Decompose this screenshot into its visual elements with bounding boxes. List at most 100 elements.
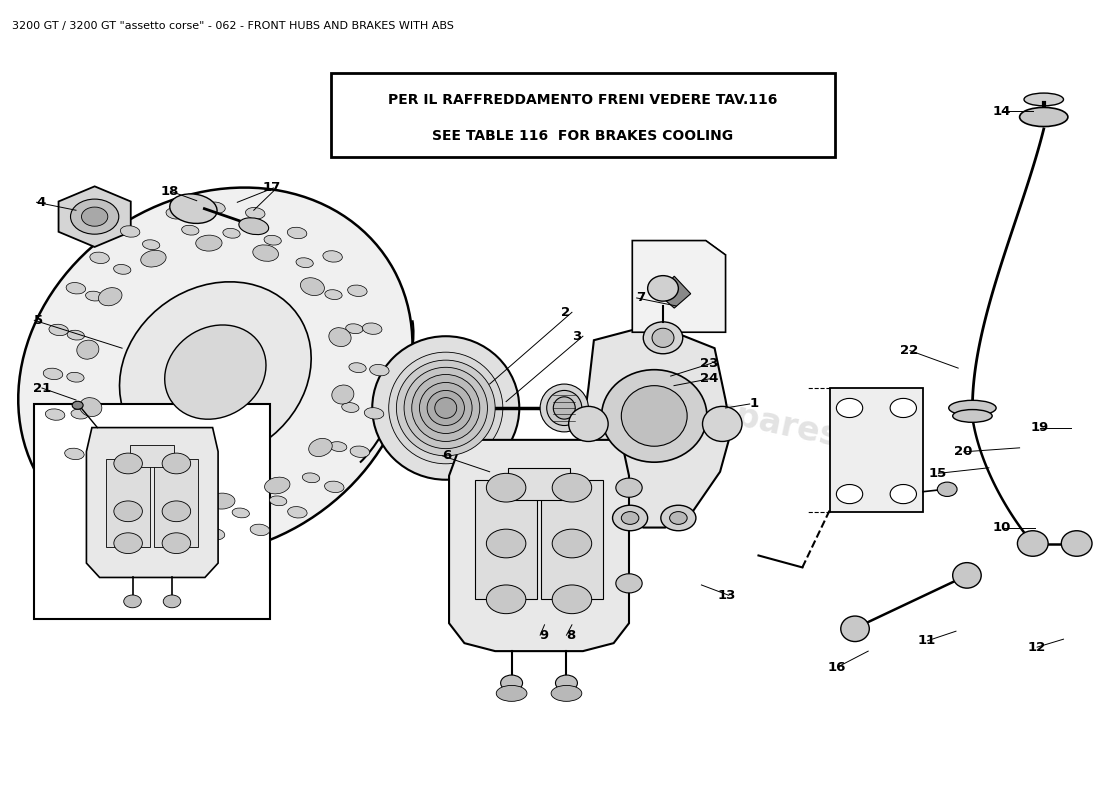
Circle shape — [486, 529, 526, 558]
Polygon shape — [58, 186, 131, 247]
Ellipse shape — [196, 235, 222, 251]
Text: 9: 9 — [540, 629, 549, 642]
Circle shape — [162, 453, 190, 474]
Ellipse shape — [349, 362, 366, 373]
Polygon shape — [658, 276, 691, 308]
Circle shape — [937, 482, 957, 497]
Ellipse shape — [99, 288, 122, 306]
Ellipse shape — [345, 324, 363, 334]
Bar — [541, 480, 603, 599]
Polygon shape — [87, 427, 218, 578]
Circle shape — [616, 478, 642, 498]
Text: 13: 13 — [718, 589, 736, 602]
Ellipse shape — [953, 410, 992, 422]
Circle shape — [70, 199, 119, 234]
Ellipse shape — [540, 384, 589, 432]
Ellipse shape — [65, 448, 84, 459]
Ellipse shape — [250, 524, 270, 535]
Text: 3: 3 — [572, 330, 581, 342]
Circle shape — [162, 533, 190, 554]
Ellipse shape — [621, 386, 688, 446]
Ellipse shape — [152, 483, 178, 499]
Circle shape — [621, 512, 639, 524]
Text: 7: 7 — [636, 291, 646, 305]
Circle shape — [163, 595, 180, 608]
Ellipse shape — [79, 398, 102, 417]
Circle shape — [552, 585, 592, 614]
Ellipse shape — [840, 616, 869, 642]
Bar — [475, 480, 537, 599]
Ellipse shape — [602, 370, 707, 462]
Ellipse shape — [300, 278, 324, 295]
Text: 10: 10 — [992, 521, 1011, 534]
Ellipse shape — [161, 525, 180, 536]
Text: 4: 4 — [36, 196, 45, 209]
Ellipse shape — [43, 368, 63, 379]
Ellipse shape — [287, 227, 307, 238]
Ellipse shape — [363, 323, 382, 334]
Ellipse shape — [404, 367, 487, 449]
Circle shape — [114, 533, 142, 554]
Ellipse shape — [496, 686, 527, 702]
Circle shape — [670, 512, 688, 524]
Ellipse shape — [547, 390, 582, 426]
Circle shape — [486, 474, 526, 502]
Ellipse shape — [245, 207, 265, 219]
Circle shape — [890, 485, 916, 504]
Ellipse shape — [45, 409, 65, 420]
Ellipse shape — [189, 506, 206, 516]
Ellipse shape — [644, 322, 683, 354]
Text: 16: 16 — [828, 661, 846, 674]
Circle shape — [616, 574, 642, 593]
Ellipse shape — [19, 187, 412, 557]
Ellipse shape — [551, 686, 582, 702]
Ellipse shape — [948, 400, 997, 416]
Ellipse shape — [411, 374, 480, 442]
Ellipse shape — [332, 385, 354, 404]
Text: 15: 15 — [928, 467, 947, 480]
Ellipse shape — [90, 252, 109, 263]
Bar — [107, 459, 150, 547]
Text: 3200 GT / 3200 GT "assetto corse" - 062 - FRONT HUBS AND BRAKES WITH ABS: 3200 GT / 3200 GT "assetto corse" - 062 … — [12, 22, 454, 31]
Ellipse shape — [169, 194, 217, 223]
Ellipse shape — [396, 360, 495, 456]
Circle shape — [556, 675, 578, 691]
Ellipse shape — [206, 529, 224, 540]
Ellipse shape — [166, 208, 186, 219]
Ellipse shape — [652, 328, 674, 347]
Text: 17: 17 — [263, 182, 280, 194]
Ellipse shape — [150, 498, 167, 507]
Ellipse shape — [1018, 530, 1048, 556]
Text: eurospares: eurospares — [630, 378, 843, 454]
Ellipse shape — [1024, 93, 1064, 106]
Circle shape — [661, 506, 696, 530]
Ellipse shape — [287, 506, 307, 518]
Circle shape — [552, 474, 592, 502]
Ellipse shape — [427, 390, 464, 426]
Ellipse shape — [72, 410, 88, 419]
Text: 21: 21 — [33, 382, 51, 394]
Ellipse shape — [87, 482, 107, 494]
Ellipse shape — [330, 442, 346, 451]
Ellipse shape — [434, 398, 456, 418]
Polygon shape — [449, 440, 629, 651]
Text: 23: 23 — [701, 357, 718, 370]
Ellipse shape — [553, 397, 575, 419]
Ellipse shape — [253, 245, 278, 262]
Ellipse shape — [648, 276, 679, 301]
Text: eurospares: eurospares — [169, 373, 382, 459]
Ellipse shape — [223, 228, 240, 238]
Circle shape — [552, 529, 592, 558]
Ellipse shape — [114, 477, 131, 486]
Text: 18: 18 — [161, 185, 179, 198]
Text: 11: 11 — [918, 634, 936, 647]
Text: 6: 6 — [442, 450, 451, 462]
Text: 12: 12 — [1027, 641, 1046, 654]
Text: 22: 22 — [901, 344, 918, 357]
Ellipse shape — [107, 449, 130, 466]
Ellipse shape — [348, 285, 367, 297]
Bar — [154, 459, 198, 547]
Text: 24: 24 — [701, 372, 718, 385]
Ellipse shape — [48, 324, 68, 336]
Bar — [331, 73, 835, 157]
